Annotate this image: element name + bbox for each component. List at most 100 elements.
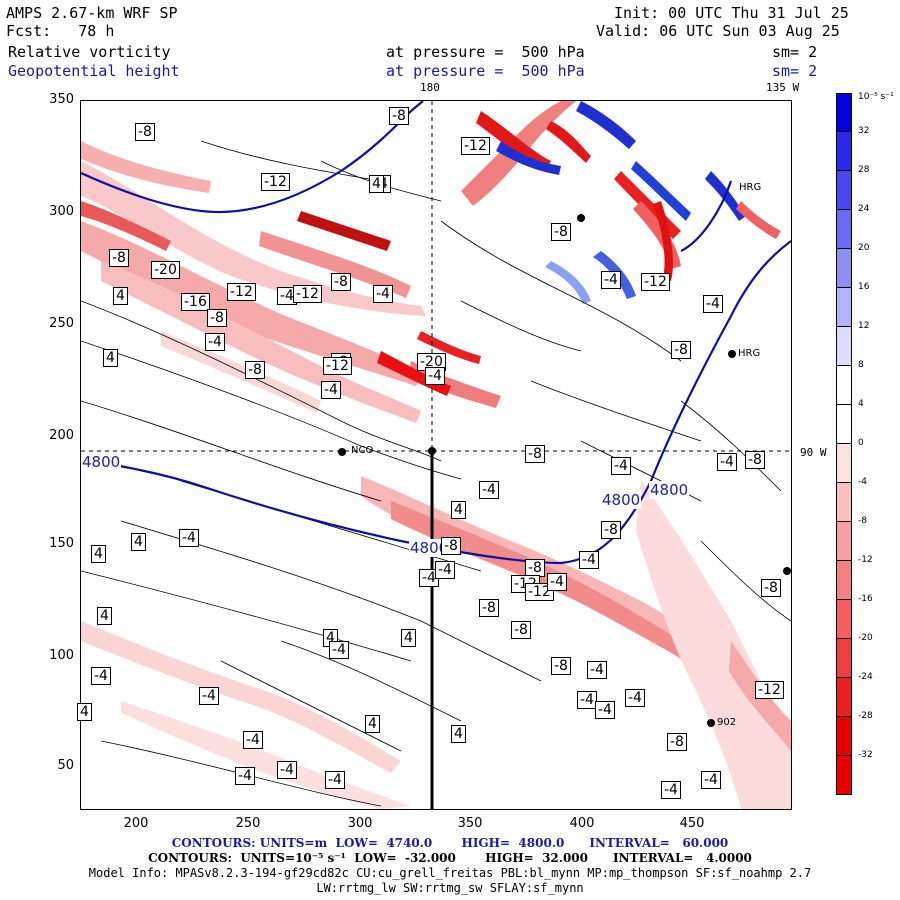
colorbar-cell bbox=[836, 600, 852, 639]
colorbar-label: -20 bbox=[858, 633, 873, 643]
vorticity-contour-label: -4 bbox=[199, 687, 219, 705]
colorbar-label: -16 bbox=[858, 594, 873, 604]
y-tick-label: 300 bbox=[49, 204, 74, 219]
vorticity-contour-label: -8 bbox=[601, 521, 621, 539]
vorticity-contour-label: -4 bbox=[329, 641, 349, 659]
vorticity-contour-label: -4 bbox=[717, 453, 737, 471]
lon-90w-label: 90 W bbox=[800, 446, 827, 459]
colorbar-label: 16 bbox=[858, 282, 870, 292]
colorbar-cell bbox=[836, 444, 852, 483]
vorticity-contour-label: -4 bbox=[625, 689, 645, 707]
site-nco-label: NCO bbox=[351, 445, 374, 456]
vorticity-contour-label: -20 bbox=[151, 261, 180, 279]
vorticity-contour-label: 4 bbox=[103, 349, 118, 367]
forecast-hour: Fcst: 78 h bbox=[6, 22, 115, 40]
vorticity-contour-label: 4 bbox=[91, 545, 106, 563]
vorticity-contour-label: -4 bbox=[579, 551, 599, 569]
y-tick-label: 50 bbox=[57, 758, 74, 773]
footer-height-contours: CONTOURS: UNITS=m LOW= 4740.0 HIGH= 4800… bbox=[171, 836, 729, 850]
vorticity-contour-label: 4 bbox=[365, 715, 380, 733]
height-contour-label: 4800 bbox=[601, 491, 642, 509]
strong-vorticity-features bbox=[297, 101, 781, 396]
lon-135w-label: 135 W bbox=[766, 81, 800, 94]
vorticity-contour-label: -4 bbox=[577, 691, 597, 709]
colorbar-label: 4 bbox=[858, 399, 864, 409]
vorticity-contour-label: -8 bbox=[551, 657, 571, 675]
x-tick-label: 200 bbox=[123, 816, 149, 831]
y-tick-label: 250 bbox=[49, 316, 74, 331]
x-tick-label: 300 bbox=[347, 816, 373, 831]
vorticity-contour-label: -4 bbox=[419, 569, 439, 587]
y-tick-label: 100 bbox=[49, 648, 74, 663]
y-tick-label: 350 bbox=[49, 92, 74, 107]
valid-time: Valid: 06 UTC Sun 03 Aug 25 bbox=[596, 22, 840, 40]
colorbar-label: 0 bbox=[858, 438, 864, 448]
colorbar-label: -4 bbox=[858, 477, 867, 487]
colorbar-cell bbox=[836, 327, 852, 366]
height-contour-label: 4800 bbox=[409, 539, 450, 557]
vorticity-contour-label: -4 bbox=[277, 761, 297, 779]
field1-pressure: at pressure = 500 hPa bbox=[386, 43, 585, 61]
x-tick-label: 450 bbox=[679, 816, 705, 831]
footer-vorticity-contours: CONTOURS: UNITS=10⁻⁵ s⁻¹ LOW= -32.000 HI… bbox=[148, 851, 752, 865]
vorticity-contour-label: -4 bbox=[373, 285, 393, 303]
vorticity-contour-label: -4 bbox=[479, 481, 499, 499]
vorticity-contour-label: -4 bbox=[425, 367, 445, 385]
vorticity-contour-label: -16 bbox=[181, 293, 210, 311]
colorbar-unit: 10⁻⁵ s⁻¹ bbox=[858, 92, 894, 102]
site-hrg-mid-label: HRG bbox=[738, 348, 761, 359]
height-contours bbox=[81, 101, 791, 565]
colorbar-cell bbox=[836, 366, 852, 405]
vorticity-contour-label: -12 bbox=[525, 583, 554, 601]
field1-smoothing: sm= 2 bbox=[772, 43, 818, 61]
colorbar-cell bbox=[836, 561, 852, 600]
vorticity-contour-label: -4 bbox=[587, 661, 607, 679]
vorticity-contour-label: -12 bbox=[323, 357, 352, 375]
vorticity-contour-label: -8 bbox=[667, 733, 687, 751]
vorticity-contour-label: -4 bbox=[595, 701, 615, 719]
colorbar-cell bbox=[836, 288, 852, 327]
colorbar-cell bbox=[836, 483, 852, 522]
vorticity-contour-label: -8 bbox=[441, 537, 461, 555]
colorbar-cell bbox=[836, 717, 852, 756]
vorticity-contour-label: 4 bbox=[369, 175, 384, 193]
colorbar-label: -32 bbox=[858, 750, 873, 760]
vorticity-contour-label: -12 bbox=[461, 137, 490, 155]
colorbar-label: 24 bbox=[858, 204, 870, 214]
vorticity-contour-label: -8 bbox=[245, 361, 265, 379]
vorticity-map bbox=[81, 101, 791, 809]
init-time: Init: 00 UTC Thu 31 Jul 25 bbox=[614, 4, 849, 22]
colorbar-label: -8 bbox=[858, 516, 867, 526]
reference-lines bbox=[81, 101, 791, 809]
colorbar-cell bbox=[836, 210, 852, 249]
vorticity-contour-label: -8 bbox=[135, 123, 155, 141]
vorticity-contour-label: 4 bbox=[97, 607, 112, 625]
vorticity-contour-label: -8 bbox=[761, 579, 781, 597]
y-tick-label: 200 bbox=[49, 428, 74, 443]
model-title: AMPS 2.67-km WRF SP bbox=[6, 4, 178, 22]
colorbar bbox=[836, 93, 852, 795]
colorbar-cell bbox=[836, 93, 852, 132]
vorticity-contour-label: -12 bbox=[641, 273, 670, 291]
colorbar-cell bbox=[836, 249, 852, 288]
vorticity-contour-label: -4 bbox=[325, 771, 345, 789]
vorticity-contour-label: 4 bbox=[401, 629, 416, 647]
colorbar-label: 32 bbox=[858, 126, 870, 136]
x-tick-label: 400 bbox=[569, 816, 595, 831]
vorticity-contour-label: 4 bbox=[77, 703, 92, 721]
vorticity-contour-label: -4 bbox=[205, 333, 225, 351]
vorticity-contour-label: 4 bbox=[451, 725, 466, 743]
colorbar-label: 20 bbox=[858, 243, 870, 253]
vorticity-contour-label: 4 bbox=[113, 287, 128, 305]
vorticity-contour-label: -8 bbox=[525, 445, 545, 463]
x-tick-label: 250 bbox=[235, 816, 261, 831]
site-bottom-label: 902 bbox=[717, 717, 737, 728]
colorbar-label: -28 bbox=[858, 711, 873, 721]
vorticity-contour-label: -4 bbox=[91, 667, 111, 685]
vorticity-contour-label: -12 bbox=[293, 285, 322, 303]
height-contour-label: 4800 bbox=[649, 481, 690, 499]
vorticity-contour-label: -4 bbox=[435, 561, 455, 579]
field2-smoothing: sm= 2 bbox=[772, 62, 818, 80]
vorticity-contour-label: -4 bbox=[601, 271, 621, 289]
vorticity-contour-label: -4 bbox=[661, 781, 681, 799]
